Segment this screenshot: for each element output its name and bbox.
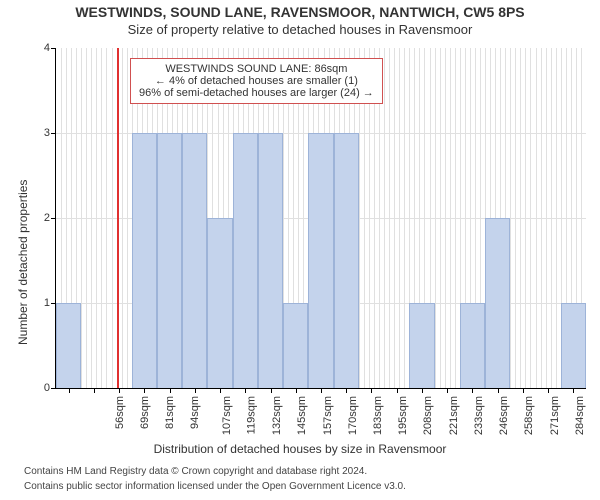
v-minor-gridline	[515, 48, 516, 388]
y-axis-label: Number of detached properties	[16, 180, 30, 345]
v-minor-gridline	[525, 48, 526, 388]
v-minor-gridline	[404, 48, 405, 388]
x-tick-mark	[472, 388, 473, 393]
v-minor-gridline	[399, 48, 400, 388]
x-tick-mark	[144, 388, 145, 393]
x-tick-mark	[422, 388, 423, 393]
y-tick-label: 2	[44, 212, 56, 224]
y-tick-label: 4	[44, 42, 56, 54]
v-minor-gridline	[530, 48, 531, 388]
property-marker-line	[117, 48, 119, 388]
x-tick-label: 119sqm	[245, 388, 257, 434]
bar	[308, 133, 333, 388]
bar	[258, 133, 283, 388]
v-minor-gridline	[541, 48, 542, 388]
v-minor-gridline	[96, 48, 97, 388]
footer-line-2: Contains public sector information licen…	[24, 481, 406, 492]
x-tick-label: 170sqm	[347, 388, 359, 435]
x-tick-mark	[371, 388, 372, 393]
bar	[182, 133, 207, 388]
x-tick-mark	[245, 388, 246, 393]
page-subtitle: Size of property relative to detached ho…	[0, 22, 600, 37]
footer-line-1: Contains HM Land Registry data © Crown c…	[24, 466, 367, 477]
x-tick-label: 221sqm	[448, 388, 460, 435]
x-tick-label: 157sqm	[322, 388, 334, 435]
x-tick-label: 81sqm	[164, 388, 176, 429]
x-tick-mark	[119, 388, 120, 393]
x-tick-label: 271sqm	[549, 388, 561, 435]
x-tick-label: 132sqm	[271, 388, 283, 435]
y-tick-label: 1	[44, 297, 56, 309]
x-tick-mark	[170, 388, 171, 393]
x-tick-mark	[296, 388, 297, 393]
x-tick-label: 284sqm	[574, 388, 586, 435]
bar	[561, 303, 586, 388]
x-tick-mark	[271, 388, 272, 393]
v-minor-gridline	[546, 48, 547, 388]
annotation-line: ← 4% of detached houses are smaller (1)	[139, 75, 374, 87]
x-tick-mark	[220, 388, 221, 393]
y-tick-label: 3	[44, 127, 56, 139]
v-minor-gridline	[101, 48, 102, 388]
x-tick-mark	[321, 388, 322, 393]
v-minor-gridline	[551, 48, 552, 388]
bar	[132, 133, 157, 388]
x-axis-label: Distribution of detached houses by size …	[0, 442, 600, 456]
bar	[233, 133, 258, 388]
x-tick-label: 246sqm	[498, 388, 510, 435]
v-minor-gridline	[520, 48, 521, 388]
v-minor-gridline	[450, 48, 451, 388]
v-minor-gridline	[112, 48, 113, 388]
x-tick-label: 233sqm	[473, 388, 485, 435]
x-tick-mark	[447, 388, 448, 393]
x-tick-label: 195sqm	[397, 388, 409, 435]
v-gridline	[510, 48, 511, 388]
x-tick-mark	[69, 388, 70, 393]
x-tick-mark	[195, 388, 196, 393]
x-tick-label: 258sqm	[524, 388, 536, 435]
v-minor-gridline	[394, 48, 395, 388]
x-tick-mark	[523, 388, 524, 393]
x-tick-mark	[94, 388, 95, 393]
v-gridline	[536, 48, 537, 388]
v-minor-gridline	[91, 48, 92, 388]
v-gridline	[106, 48, 107, 388]
v-gridline	[435, 48, 436, 388]
v-minor-gridline	[122, 48, 123, 388]
x-tick-mark	[397, 388, 398, 393]
bar	[56, 303, 81, 388]
v-minor-gridline	[445, 48, 446, 388]
v-gridline	[81, 48, 82, 388]
bar	[409, 303, 434, 388]
annotation-box: WESTWINDS SOUND LANE: 86sqm← 4% of detac…	[130, 58, 383, 104]
annotation-line: 96% of semi-detached houses are larger (…	[139, 87, 374, 99]
v-minor-gridline	[127, 48, 128, 388]
annotation-line: WESTWINDS SOUND LANE: 86sqm	[139, 63, 374, 75]
x-tick-mark	[346, 388, 347, 393]
v-minor-gridline	[440, 48, 441, 388]
x-tick-label: 69sqm	[139, 388, 151, 429]
bar	[485, 218, 510, 388]
bar	[334, 133, 359, 388]
page-title: WESTWINDS, SOUND LANE, RAVENSMOOR, NANTW…	[0, 4, 600, 20]
x-tick-label: 107sqm	[221, 388, 233, 435]
bar	[460, 303, 485, 388]
bar	[283, 303, 308, 388]
bar	[157, 133, 182, 388]
x-tick-label: 208sqm	[423, 388, 435, 435]
x-tick-label: 56sqm	[114, 388, 126, 429]
v-minor-gridline	[86, 48, 87, 388]
x-tick-mark	[498, 388, 499, 393]
v-minor-gridline	[556, 48, 557, 388]
x-tick-mark	[573, 388, 574, 393]
v-minor-gridline	[389, 48, 390, 388]
x-tick-label: 183sqm	[372, 388, 384, 435]
x-tick-label: 94sqm	[189, 388, 201, 429]
y-tick-label: 0	[44, 382, 56, 394]
v-gridline	[384, 48, 385, 388]
x-tick-mark	[548, 388, 549, 393]
v-minor-gridline	[455, 48, 456, 388]
bar	[207, 218, 232, 388]
x-tick-label: 145sqm	[296, 388, 308, 435]
